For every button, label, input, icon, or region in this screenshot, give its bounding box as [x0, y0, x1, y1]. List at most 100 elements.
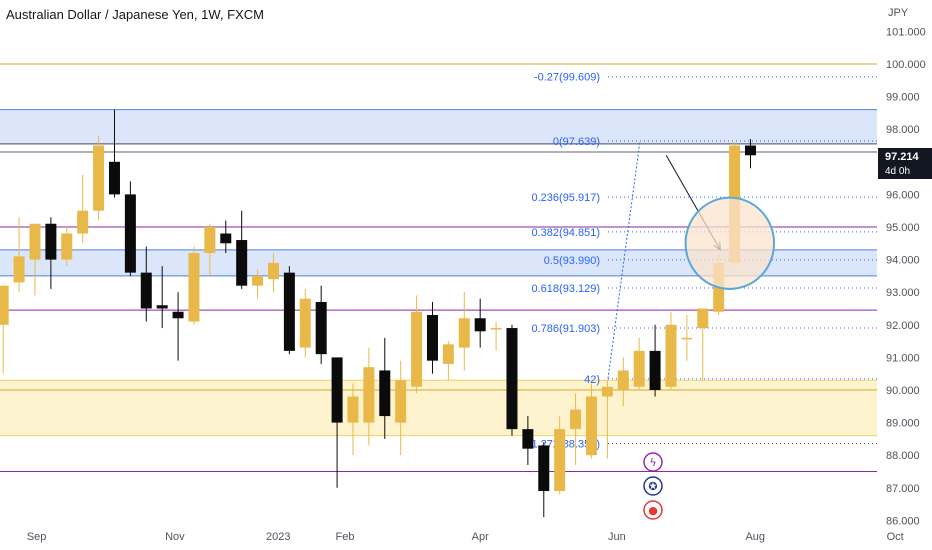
candles-layer — [0, 109, 756, 518]
support-zone — [0, 380, 877, 436]
time-tick-label: Aug — [745, 531, 765, 543]
event-icon-ring — [643, 476, 663, 496]
bearish-candle — [124, 194, 136, 273]
fib-level-label: 0.236(95.917) — [532, 192, 601, 204]
event-icon-glyph: ✪ — [648, 480, 657, 493]
bearish-candle — [283, 272, 295, 351]
bullish-candle — [458, 318, 470, 348]
bullish-candle — [252, 275, 264, 286]
time-tick-label: Oct — [887, 531, 904, 543]
time-tick-label: 2023 — [266, 531, 290, 543]
bullish-candle — [697, 308, 709, 329]
bearish-candle — [140, 272, 152, 309]
bullish-candle — [29, 223, 41, 260]
annotations-layer — [665, 155, 776, 290]
bearish-candle — [379, 370, 391, 417]
fib-level-label: 42) — [584, 374, 600, 386]
target-zone-circle — [684, 196, 776, 290]
time-axis[interactable]: AugSepNov2023FebAprJunAugOct — [0, 531, 904, 543]
price-tick-label: 96.000 — [886, 189, 920, 201]
fib-level-label: 0.5(93.990) — [544, 255, 600, 267]
bearish-candle — [744, 145, 756, 156]
bearish-candle — [538, 445, 550, 492]
price-tick-label: 92.000 — [886, 320, 920, 332]
bearish-candle — [649, 350, 661, 390]
price-tick-label: 89.000 — [886, 418, 920, 430]
japan-flag-event-icon[interactable]: ● — [643, 500, 663, 520]
event-icon-glyph: ϟ — [649, 456, 656, 469]
bullish-candle — [363, 367, 375, 423]
bullish-candle — [13, 256, 25, 283]
price-tick-label: 100.000 — [886, 59, 926, 71]
bullish-candle — [601, 386, 613, 397]
price-tick-label: 99.000 — [886, 92, 920, 104]
candle-countdown: 4d 0h — [885, 166, 910, 177]
fibonacci-layer: -0.27(99.609) 0(97.639) 0.236(95.917) 0.382… — [532, 72, 877, 451]
bullish-candle — [585, 396, 597, 456]
horizontal-lines-layer — [0, 63, 877, 472]
fib-level-label: 0.382(94.851) — [532, 227, 601, 239]
fib-level-label: 0(97.639) — [553, 136, 600, 148]
australia-flag-event-icon[interactable]: ✪ — [643, 476, 663, 496]
bullish-candle — [204, 227, 216, 254]
bullish-candle — [77, 210, 89, 234]
chart-title: Australian Dollar / Japanese Yen, 1W, FX… — [6, 7, 264, 22]
bullish-candle — [665, 324, 677, 387]
time-tick-label: Sep — [27, 531, 47, 543]
bullish-candle — [267, 262, 279, 280]
bullish-candle — [681, 337, 693, 340]
bullish-candle — [442, 344, 454, 364]
bearish-candle — [172, 311, 184, 319]
event-icon-glyph: ● — [648, 504, 658, 517]
price-tag-background — [878, 148, 932, 179]
bullish-candle — [93, 145, 105, 211]
bearish-candle — [45, 223, 57, 260]
time-tick-label: Nov — [165, 531, 185, 543]
bearish-candle — [522, 429, 534, 449]
bearish-candle — [156, 305, 168, 309]
time-tick-label: Jun — [608, 531, 626, 543]
price-tick-label: 98.000 — [886, 124, 920, 136]
event-icon-ring — [643, 452, 663, 472]
fib-level-label: -0.27(99.609) — [534, 72, 600, 84]
bearish-candle — [474, 318, 486, 332]
price-tick-label: 90.000 — [886, 385, 920, 397]
bullish-candle — [61, 233, 73, 260]
current-price-value: 97.214 — [885, 151, 920, 163]
price-tick-label: 93.000 — [886, 287, 920, 299]
price-tick-label: 86.000 — [886, 515, 920, 527]
bullish-candle — [490, 328, 502, 330]
bearish-candle — [108, 161, 120, 195]
bullish-candle — [570, 409, 582, 430]
zones-layer — [0, 109, 877, 437]
bearish-candle — [506, 328, 518, 430]
resistance-zone — [0, 109, 877, 144]
bullish-candle — [554, 429, 566, 492]
bullish-candle — [347, 396, 359, 423]
time-tick-label: Apr — [472, 531, 489, 543]
current-price-tag: 97.214 4d 0h — [878, 148, 932, 179]
event-icons-layer[interactable]: ϟ ✪ ● — [643, 452, 663, 520]
axis-currency-label: JPY — [888, 7, 909, 19]
lightning-event-icon[interactable]: ϟ — [643, 452, 663, 472]
price-tick-label: 91.000 — [886, 352, 920, 364]
event-icon-ring — [643, 500, 663, 520]
price-tick-label: 88.000 — [886, 450, 920, 462]
price-tick-label: 95.000 — [886, 222, 920, 234]
bearish-candle — [236, 240, 248, 286]
bullish-candle — [0, 285, 9, 325]
price-tick-label: 87.000 — [886, 483, 920, 495]
bearish-candle — [315, 301, 327, 355]
price-axis[interactable]: JPY 101.000100.00099.00098.00097.00096.0… — [886, 7, 926, 527]
bearish-candle — [220, 233, 232, 244]
bullish-candle — [395, 380, 407, 423]
fib-level-label: 0.618(93.129) — [532, 283, 601, 295]
bearish-candle — [331, 357, 343, 423]
bullish-candle — [188, 253, 200, 322]
bullish-candle — [633, 350, 645, 387]
bullish-candle — [411, 311, 423, 387]
bearish-candle — [426, 315, 438, 361]
fib-level-label: 0.786(91.903) — [532, 323, 601, 335]
price-tick-label: 94.000 — [886, 255, 920, 267]
